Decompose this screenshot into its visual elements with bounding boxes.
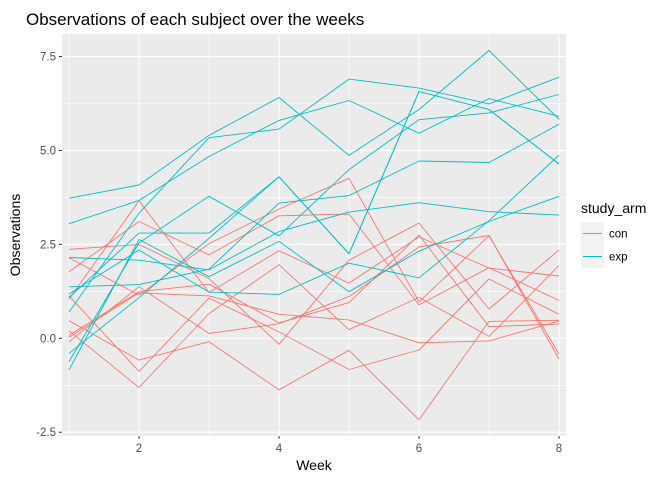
x-tick-label: 6 (416, 443, 422, 455)
series-line-exp (68, 154, 560, 295)
y-axis: -2.5 0.0 2.5 5.0 7.5 (36, 52, 62, 439)
series-line-exp (68, 94, 560, 362)
y-tick-label: 7.5 (40, 52, 56, 64)
series-line-exp (68, 123, 560, 288)
x-tick-label: 8 (556, 443, 562, 455)
series-lines (68, 50, 560, 421)
series-line-exp (68, 202, 560, 271)
y-tick-label: 2.5 (40, 239, 56, 251)
x-axis: 2 4 6 8 (136, 436, 562, 455)
x-tick-label: 2 (136, 443, 142, 455)
legend: study_arm con exp (581, 200, 646, 268)
series-line-exp (68, 76, 560, 313)
series-line-exp (68, 91, 560, 298)
legend-label-exp: exp (609, 252, 628, 264)
legend-label-con: con (609, 229, 628, 241)
series-line-exp (68, 195, 560, 371)
series-line-con (68, 234, 560, 336)
series-line-con (68, 292, 560, 344)
series-line-con (68, 177, 560, 355)
series-line-con (68, 264, 560, 388)
y-tick-label: 5.0 (40, 145, 56, 157)
series-line-con (68, 278, 560, 372)
chart-title: Observations of each subject over the we… (26, 10, 364, 29)
x-axis-title: Week (296, 457, 333, 473)
y-axis-title: Observations (7, 194, 23, 276)
x-tick-label: 4 (276, 443, 283, 455)
major-gridlines (62, 34, 566, 436)
legend-title: study_arm (581, 200, 646, 216)
series-line-con (68, 222, 560, 345)
series-line-exp (68, 98, 560, 225)
series-line-con (68, 234, 560, 360)
y-tick-label: 0.0 (40, 333, 56, 345)
series-line-exp (68, 50, 560, 199)
y-tick-label: -2.5 (36, 427, 56, 439)
series-line-con (68, 319, 560, 421)
plot-panel (62, 34, 566, 436)
